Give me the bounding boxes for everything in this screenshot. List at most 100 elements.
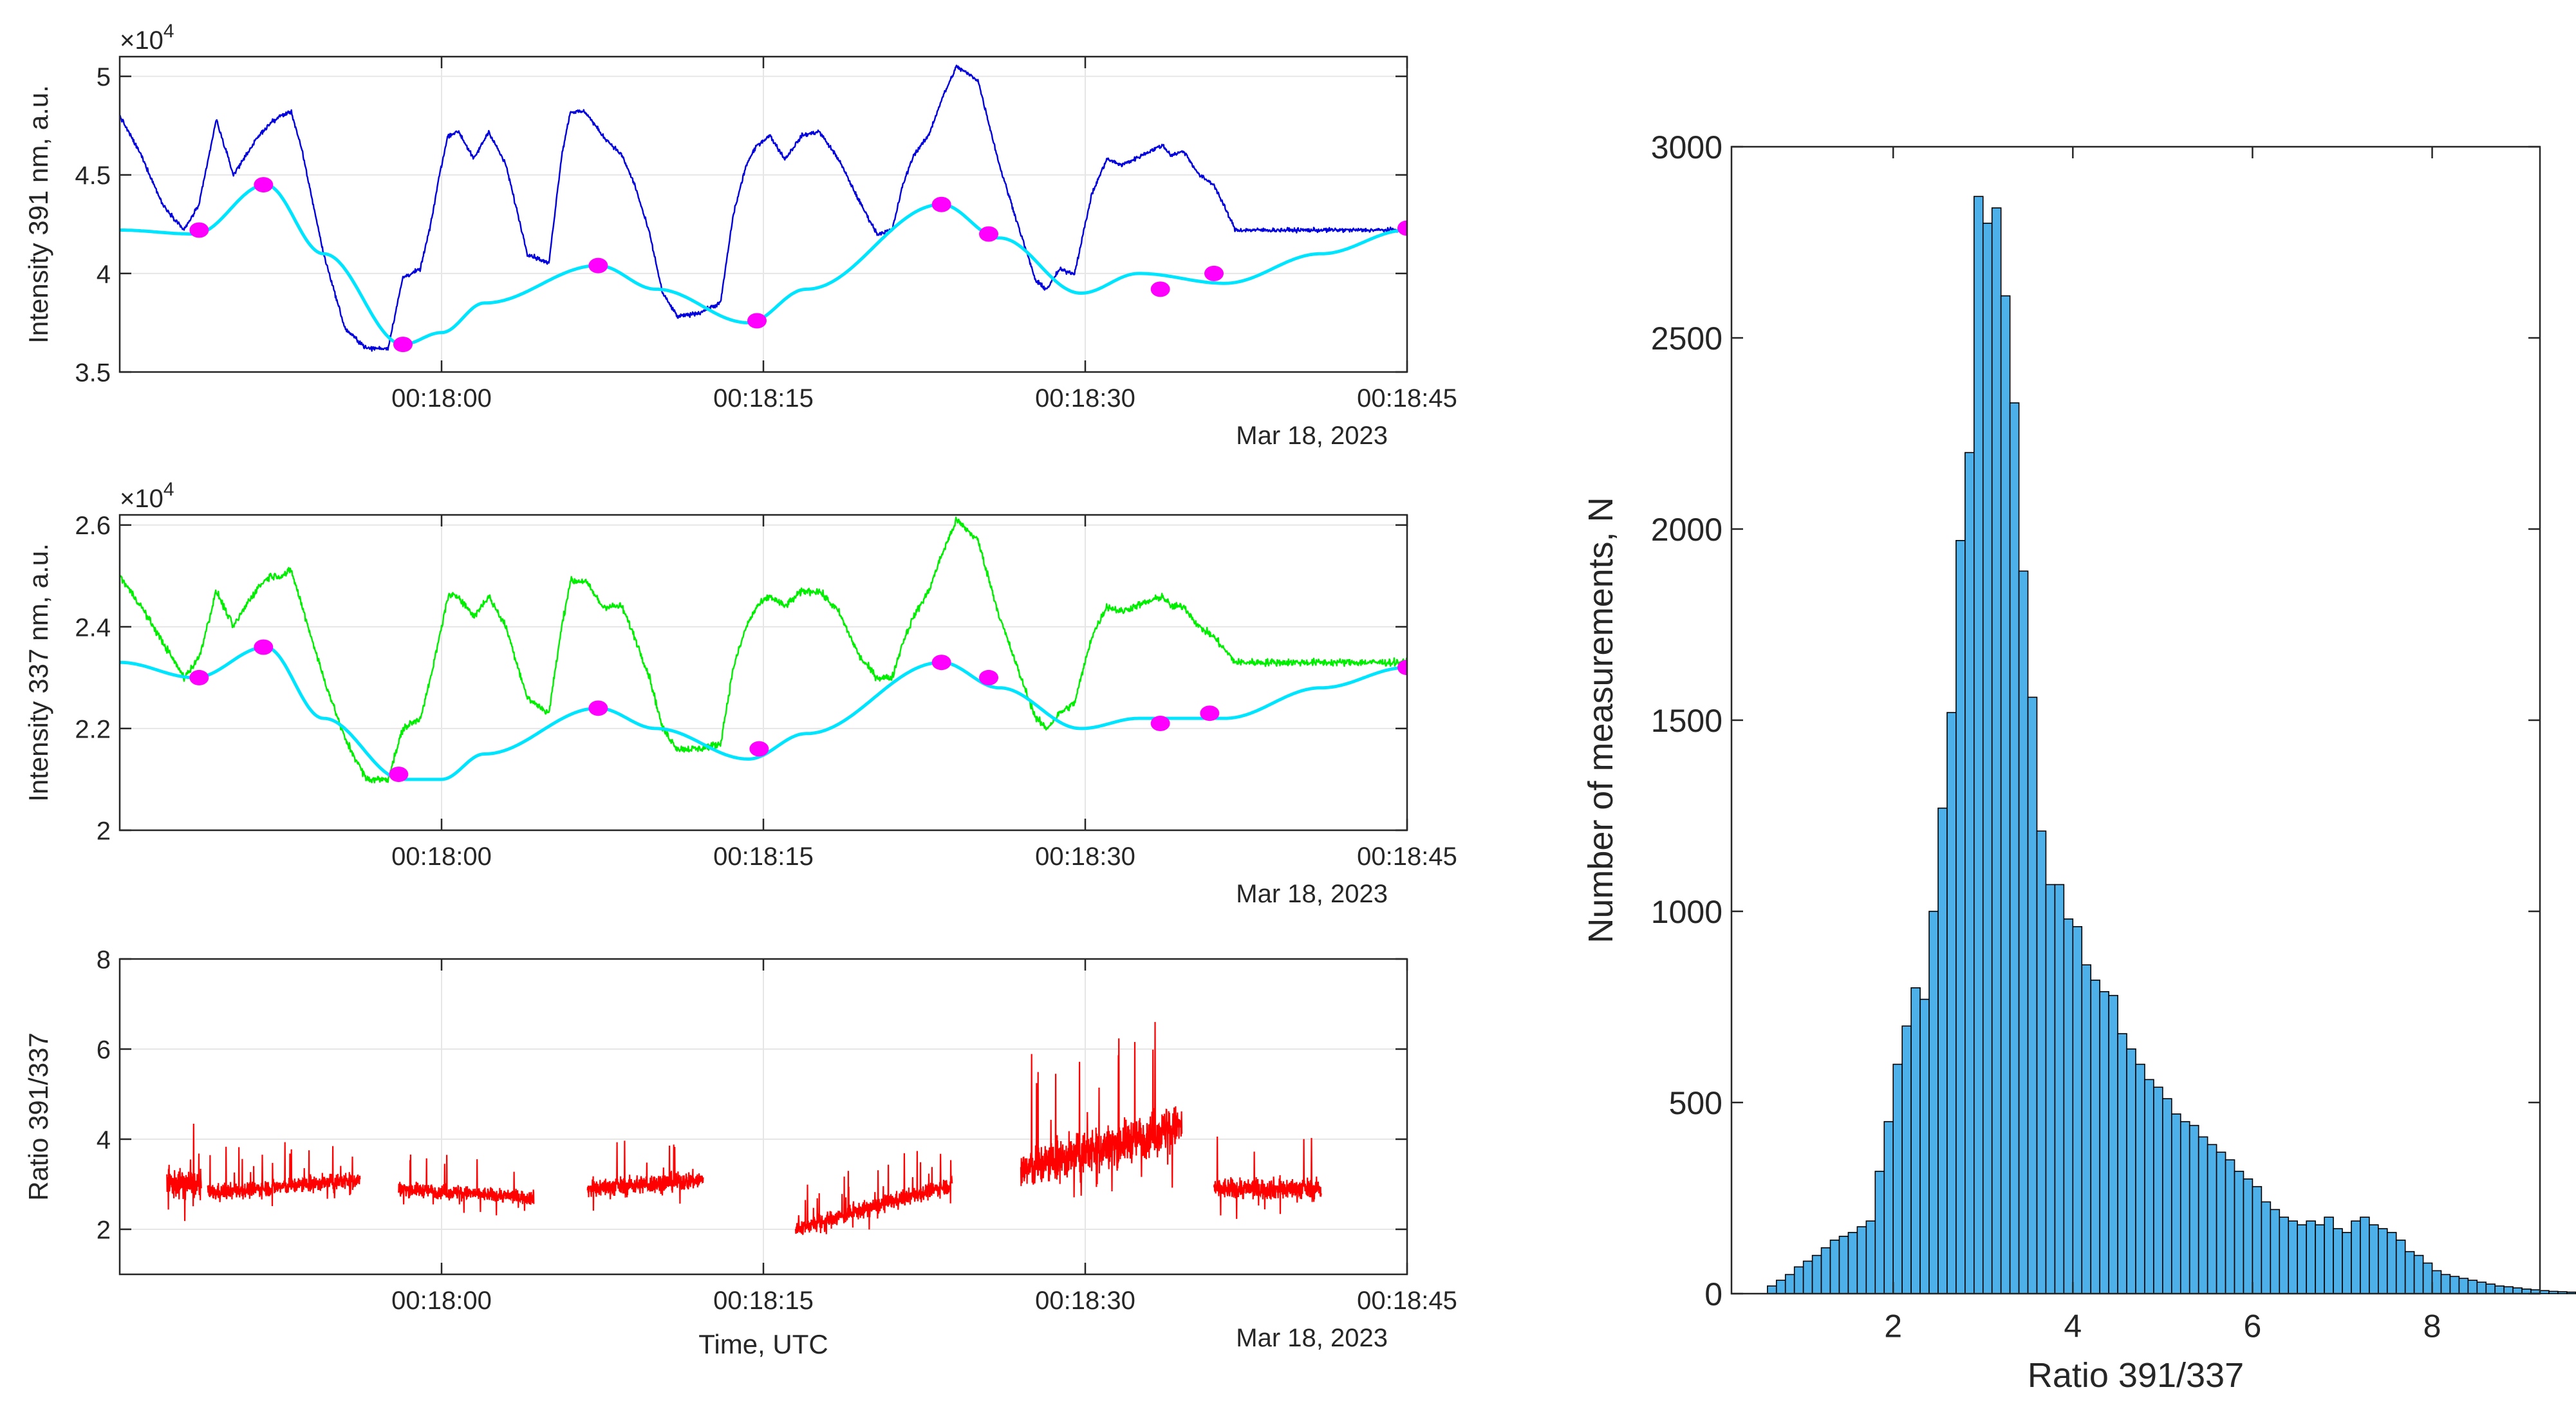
histogram-bar [2288, 1220, 2298, 1294]
panel-337-exponent-power: 4 [163, 479, 174, 500]
histogram-bar [1910, 987, 1921, 1294]
histogram-bar [2189, 1124, 2199, 1294]
histogram-bar [1767, 1285, 1777, 1294]
panel-histogram-ytick-label-2: 1000 [1651, 894, 1722, 930]
panel-ratio-ytick-label-0: 2 [97, 1216, 111, 1244]
histogram-bar [2422, 1262, 2433, 1294]
histogram-bar [1847, 1232, 1858, 1294]
histogram-bar [2395, 1240, 2406, 1294]
panel-391-ytick-label-0: 3.5 [75, 358, 111, 387]
histogram-bar [2000, 295, 2011, 1294]
histogram-bar [1829, 1240, 1840, 1294]
histogram-bar [2243, 1178, 2254, 1294]
panel-391-ytick-label-2: 4.5 [75, 162, 111, 190]
panel-histogram-ylabel: Number of measurements, N [1582, 497, 1620, 943]
panel-337-xtick-label-0: 00:18:00 [391, 842, 492, 871]
histogram-bar [2458, 1278, 2469, 1294]
histogram-bar [1784, 1274, 1795, 1294]
histogram-bar [2171, 1113, 2181, 1294]
selected-point-marker [931, 196, 951, 212]
panel-ratio-ratio-segment-6 [1213, 1136, 1322, 1219]
selected-point-marker [1150, 281, 1170, 297]
panel-391-series-0-line [120, 64, 1407, 352]
histogram-bar [2413, 1254, 2424, 1294]
histogram-bar [1946, 712, 1957, 1294]
histogram-bar [1928, 911, 1939, 1294]
histogram-bar [2153, 1086, 2163, 1294]
histogram-bar [2378, 1228, 2388, 1294]
panel-337: 00:18:00 00:18:15 00:18:30 00:18:45 2 2.2 2.4 2… [23, 479, 1457, 908]
histogram-bar [2386, 1232, 2397, 1294]
panel-337-xtick-label-1: 00:18:15 [713, 842, 814, 871]
histogram-bar [1901, 1025, 1912, 1294]
panel-ratio-xtick-label-0: 00:18:00 [391, 1287, 492, 1315]
panel-337-ytick-label-2: 2.4 [75, 613, 111, 642]
panel-391-xtick-label-2: 00:18:30 [1035, 384, 1135, 413]
histogram-bar [2126, 1048, 2136, 1294]
histogram-bar [2261, 1201, 2272, 1294]
selected-point-marker [389, 767, 409, 783]
panel-histogram-xtick-label-2: 6 [2244, 1308, 2262, 1344]
histogram-bar [2252, 1186, 2263, 1294]
histogram-bar [2225, 1159, 2235, 1294]
panel-histogram-ytick-label-1: 500 [1669, 1085, 1722, 1121]
histogram-bar [2099, 991, 2109, 1294]
histogram-bar [2108, 994, 2118, 1294]
panel-ratio-xlabel: Time, UTC [698, 1329, 828, 1359]
histogram-bar [2566, 1291, 2576, 1294]
histogram-bar [2207, 1144, 2217, 1294]
panel-337-ylabel: Intensity 337 nm, a.u. [23, 543, 53, 802]
panel-ratio-ratio-segment-0 [166, 1123, 202, 1222]
histogram-bar [1965, 452, 1975, 1294]
histogram-bar [1982, 222, 1993, 1294]
panel-337-xtick-label-2: 00:18:30 [1035, 842, 1135, 871]
histogram-bar [2557, 1291, 2568, 1294]
selected-point-marker [1204, 265, 1224, 281]
histogram-bar [2018, 570, 2029, 1294]
selected-point-marker [588, 257, 608, 274]
histogram-bar [2081, 964, 2092, 1294]
histogram-bar [1919, 998, 1930, 1294]
panel-391-xtick-label-3: 00:18:45 [1357, 384, 1457, 413]
panel-histogram-ytick-label-0: 0 [1704, 1276, 1722, 1312]
panel-ratio-xtick-label-2: 00:18:30 [1035, 1287, 1135, 1315]
histogram-bar [2045, 884, 2056, 1294]
histogram-bar [2351, 1220, 2361, 1294]
panel-ratio-ytick-label-2: 6 [97, 1036, 111, 1064]
panel-histogram-xlabel: Ratio 391/337 [2028, 1356, 2244, 1395]
panel-ratio-ytick-label-3: 8 [97, 945, 111, 974]
histogram-bar [2476, 1281, 2487, 1294]
histogram-bar [1856, 1226, 1867, 1294]
panel-histogram-xtick-label-0: 2 [1884, 1308, 1902, 1344]
panel-391: 00:18:00 00:18:15 00:18:30 00:18:45 3.5 4 4.5 5… [23, 21, 1457, 450]
histogram-bar [2539, 1290, 2550, 1294]
histogram-bar [2216, 1151, 2226, 1294]
histogram-bar [1838, 1236, 1849, 1294]
panel-337-plot-area [120, 516, 1407, 784]
histogram-bar [1883, 1121, 1894, 1294]
panel-337-date-label: Mar 18, 2023 [1236, 880, 1388, 908]
panel-391-exponent-power: 4 [163, 21, 174, 42]
histogram-bar [2072, 926, 2083, 1294]
panel-391-date-label: Mar 18, 2023 [1236, 422, 1388, 450]
histogram-bar [1775, 1279, 1786, 1294]
histogram-bar [2548, 1290, 2559, 1294]
panel-337-ytick-label-1: 2.2 [75, 715, 111, 743]
histogram-bar [2342, 1232, 2352, 1294]
panel-ratio-ratio-segment-3 [586, 1140, 704, 1211]
panel-391-exponent-label: ×104 [120, 21, 174, 55]
histogram-bar [2234, 1171, 2245, 1294]
panel-histogram-ytick-label-5: 2500 [1651, 321, 1722, 357]
histogram-bar [2054, 884, 2065, 1294]
panel-ratio: 00:18:00 00:18:15 00:18:30 00:18:45 2 4 6 8 Mar … [23, 945, 1457, 1359]
panel-histogram-ytick-label-6: 3000 [1651, 129, 1722, 165]
panel-337-ytick-label-0: 2 [97, 817, 111, 845]
panel-ratio-ratio-segment-2 [398, 1154, 535, 1216]
histogram-bar [2369, 1224, 2379, 1294]
histogram-bar [1937, 807, 1948, 1294]
histogram-bar [2315, 1224, 2325, 1294]
panel-391-ylabel: Intensity 391 nm, a.u. [23, 85, 53, 344]
histogram-bar [1802, 1260, 1813, 1294]
histogram-bar [2063, 918, 2074, 1294]
